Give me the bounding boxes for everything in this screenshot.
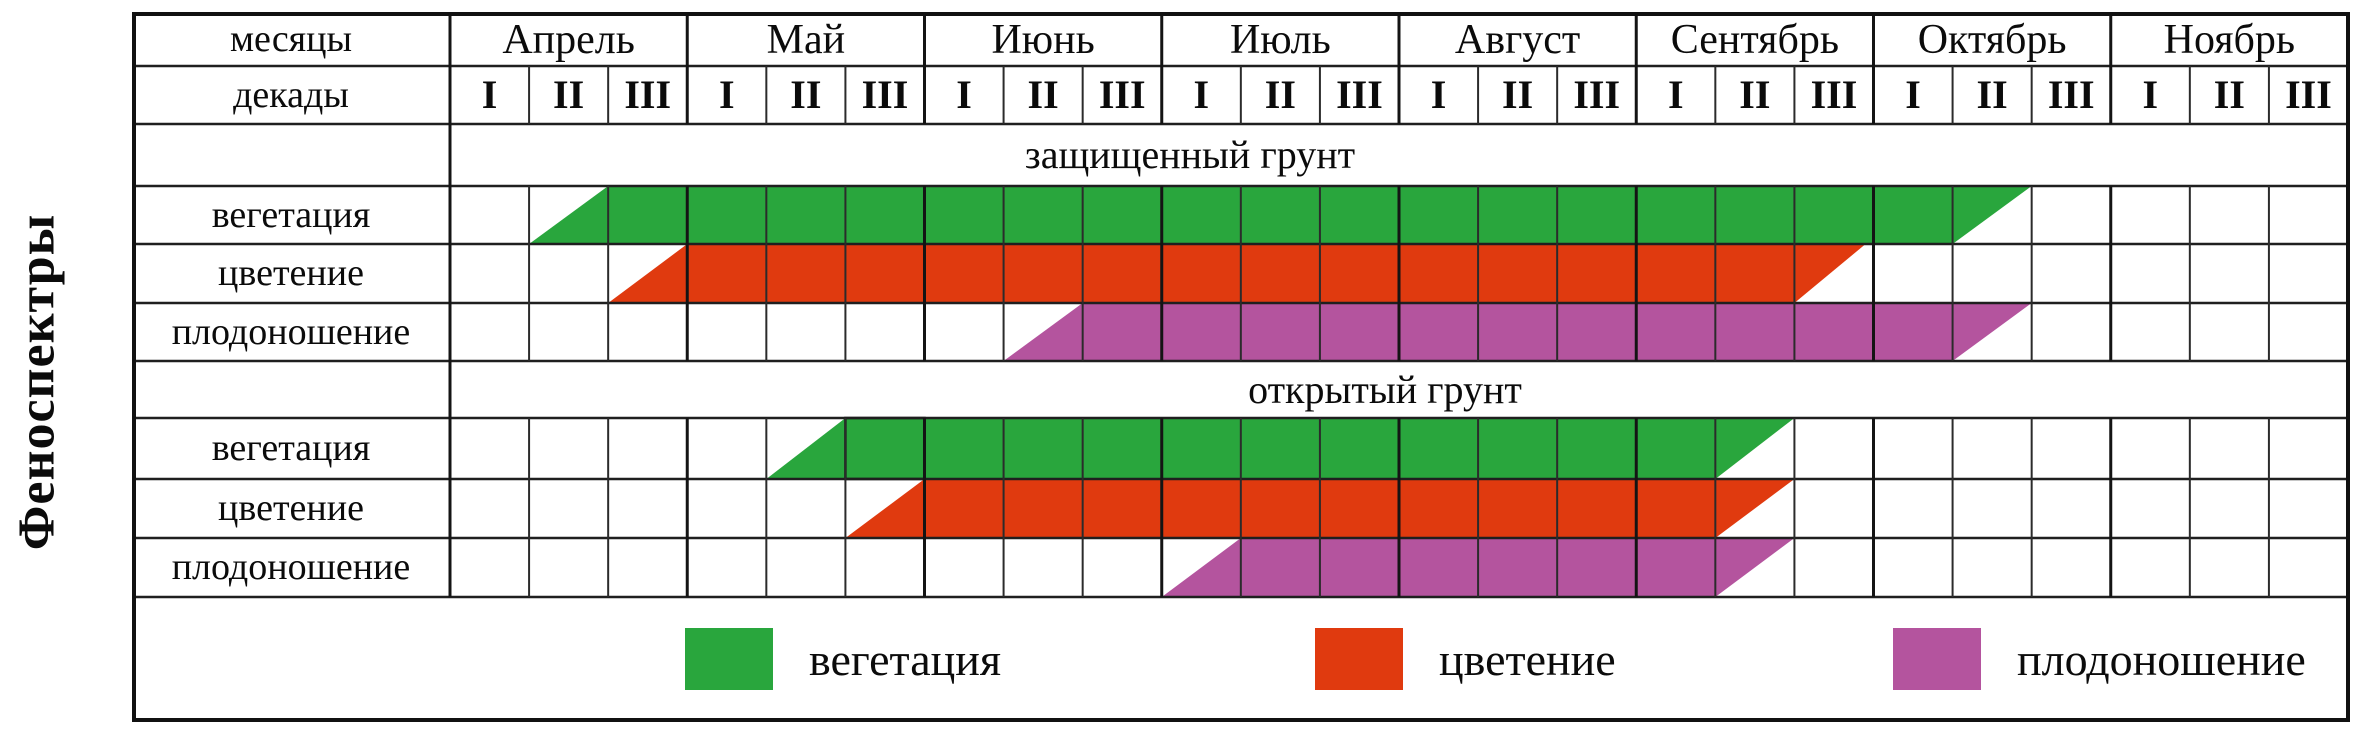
row-label-open-flowering: цветение (218, 487, 364, 529)
decade-header: II (2213, 72, 2245, 117)
pheno-bar-1-0 (766, 418, 1795, 479)
decade-header: III (861, 72, 909, 117)
month-header-4: Июль (1229, 17, 1331, 63)
legend-label-1: вегетация (809, 633, 1002, 685)
decade-header: I (481, 72, 498, 117)
decade-header: I (1193, 72, 1210, 117)
decade-header: I (2142, 72, 2159, 117)
legend-label-2: цветение (1439, 633, 1616, 685)
month-header-6: Сентябрь (1670, 17, 1839, 63)
phenospectrum-table: месяцы декады Апрель Май Июнь Июль Август Сен… (132, 12, 2350, 722)
decade-header: III (1810, 72, 1858, 117)
decade-header: III (624, 72, 672, 117)
month-header-7: Октябрь (1917, 17, 2067, 63)
legend-item-2: цветение (1315, 628, 1616, 690)
row-label-protected-fruiting: плодоношение (171, 311, 411, 353)
decade-header: III (1336, 72, 1383, 117)
decade-header: II (1976, 72, 2008, 117)
section-title-open-ground: открытый грунт (1248, 367, 1522, 412)
legend-item-3: плодоношение (1893, 628, 2306, 690)
decade-header: II (1264, 72, 1296, 117)
decades-row-label: декады (233, 74, 349, 116)
y-axis-label: Феноспектры (8, 213, 66, 551)
month-header-2: Май (766, 17, 846, 63)
legend-swatch-1 (685, 628, 773, 690)
pheno-bar-0-2 (1003, 303, 2032, 361)
table-border (132, 12, 2350, 722)
row-label-protected-flowering: цветение (218, 252, 364, 294)
pheno-bar-0-1 (608, 244, 1866, 303)
row-label-open-fruiting: плодоношение (171, 546, 411, 588)
decade-header: III (1098, 72, 1146, 117)
decade-header: I (1667, 72, 1684, 117)
decade-header: III (1573, 72, 1621, 117)
decade-header: II (1502, 72, 1534, 117)
pheno-bar-0-0 (529, 186, 2032, 244)
decade-header: II (790, 72, 822, 117)
pheno-grid-svg (132, 12, 2350, 722)
row-label-protected-vegetation: вегетация (211, 194, 371, 236)
decade-header: I (956, 72, 972, 117)
section-title-protected-ground: защищенный грунт (1024, 132, 1356, 177)
month-header-3: Июнь (991, 17, 1095, 63)
row-label-open-vegetation: вегетация (211, 427, 371, 469)
decade-header: I (1430, 72, 1447, 117)
decade-header: II (1739, 72, 1771, 117)
legend-label-3: плодоношение (2017, 633, 2306, 685)
months-row-label: месяцы (229, 18, 353, 60)
decade-header: I (718, 72, 735, 117)
decade-header: I (1905, 72, 1921, 117)
month-header-1: Апрель (502, 17, 635, 63)
month-header-8: Ноябрь (2163, 17, 2296, 63)
decade-header: III (2285, 72, 2332, 117)
legend-swatch-3 (1893, 628, 1981, 690)
decade-header: II (553, 72, 585, 117)
month-header-5: Август (1454, 17, 1581, 63)
legend-swatch-2 (1315, 628, 1403, 690)
legend-item-1: вегетация (685, 628, 1001, 690)
decade-header: III (2047, 72, 2095, 117)
decade-header: II (1027, 72, 1059, 117)
